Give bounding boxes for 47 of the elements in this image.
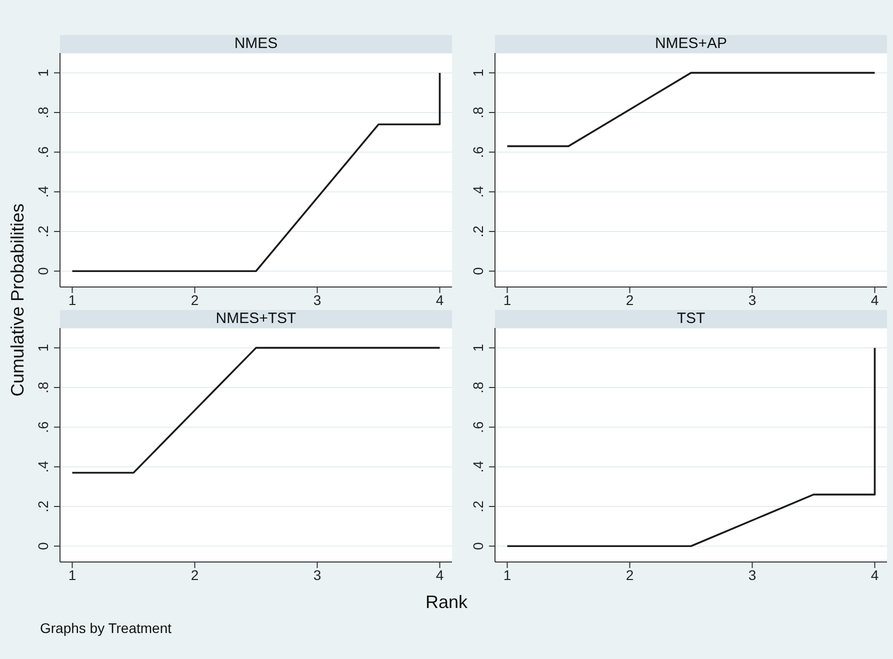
x-tick-label: 4 — [870, 566, 879, 583]
x-tick-label: 2 — [626, 292, 634, 308]
y-tick-label: .6 — [470, 146, 486, 158]
x-tick-label: 1 — [68, 292, 76, 308]
y-tick-label: 1 — [470, 68, 486, 77]
y-tick-label: .4 — [470, 186, 486, 198]
x-tick-label: 3 — [748, 566, 756, 583]
chart-title: TST — [495, 310, 887, 328]
y-axis-title: Cumulative Probabilities — [8, 203, 28, 397]
y-tick-label: 1 — [470, 344, 486, 352]
y-tick-label: .8 — [470, 106, 486, 118]
y-tick-label: .6 — [470, 421, 486, 433]
y-tick-label: .2 — [470, 225, 486, 238]
x-tick-label: 4 — [436, 566, 444, 583]
y-tick-label: .8 — [470, 381, 486, 394]
y-tick-label: 1 — [35, 68, 51, 77]
y-tick-label: 1 — [35, 344, 51, 352]
y-tick-label: .4 — [35, 460, 51, 473]
chart-title: NMES — [60, 35, 452, 53]
y-tick-label: 0 — [470, 267, 486, 276]
x-tick-label: 2 — [626, 566, 634, 583]
y-tick-label: .6 — [35, 146, 51, 158]
text: Graphs by Treatment — [40, 620, 172, 636]
y-tick-label: .2 — [35, 500, 51, 512]
x-tick-label: 3 — [313, 566, 322, 583]
x-tick-label: 1 — [68, 566, 76, 583]
y-tick-label: .8 — [35, 381, 51, 394]
chart-title: NMES+TST — [60, 310, 452, 328]
y-tick-label: .4 — [470, 460, 486, 473]
y-tick-label: .8 — [35, 106, 51, 118]
x-tick-label: 1 — [503, 292, 512, 308]
y-tick-label: 0 — [470, 542, 486, 550]
y-tick-label: 0 — [35, 267, 51, 276]
y-tick-label: .2 — [470, 500, 486, 512]
x-axis-title: Rank — [424, 592, 469, 613]
y-tick-label: .6 — [35, 421, 51, 433]
x-tick-label: 2 — [190, 292, 199, 308]
x-tick-label: 2 — [190, 566, 199, 583]
x-tick-label: 1 — [503, 566, 512, 583]
x-tick-label: 3 — [313, 292, 322, 308]
y-tick-label: 0 — [35, 542, 51, 550]
x-tick-label: 4 — [436, 292, 444, 308]
x-tick-label: 4 — [870, 292, 879, 308]
y-tick-label: .4 — [35, 186, 51, 198]
x-tick-label: 3 — [748, 292, 756, 308]
y-tick-label: .2 — [35, 225, 51, 238]
chart-title: NMES+AP — [495, 35, 887, 53]
